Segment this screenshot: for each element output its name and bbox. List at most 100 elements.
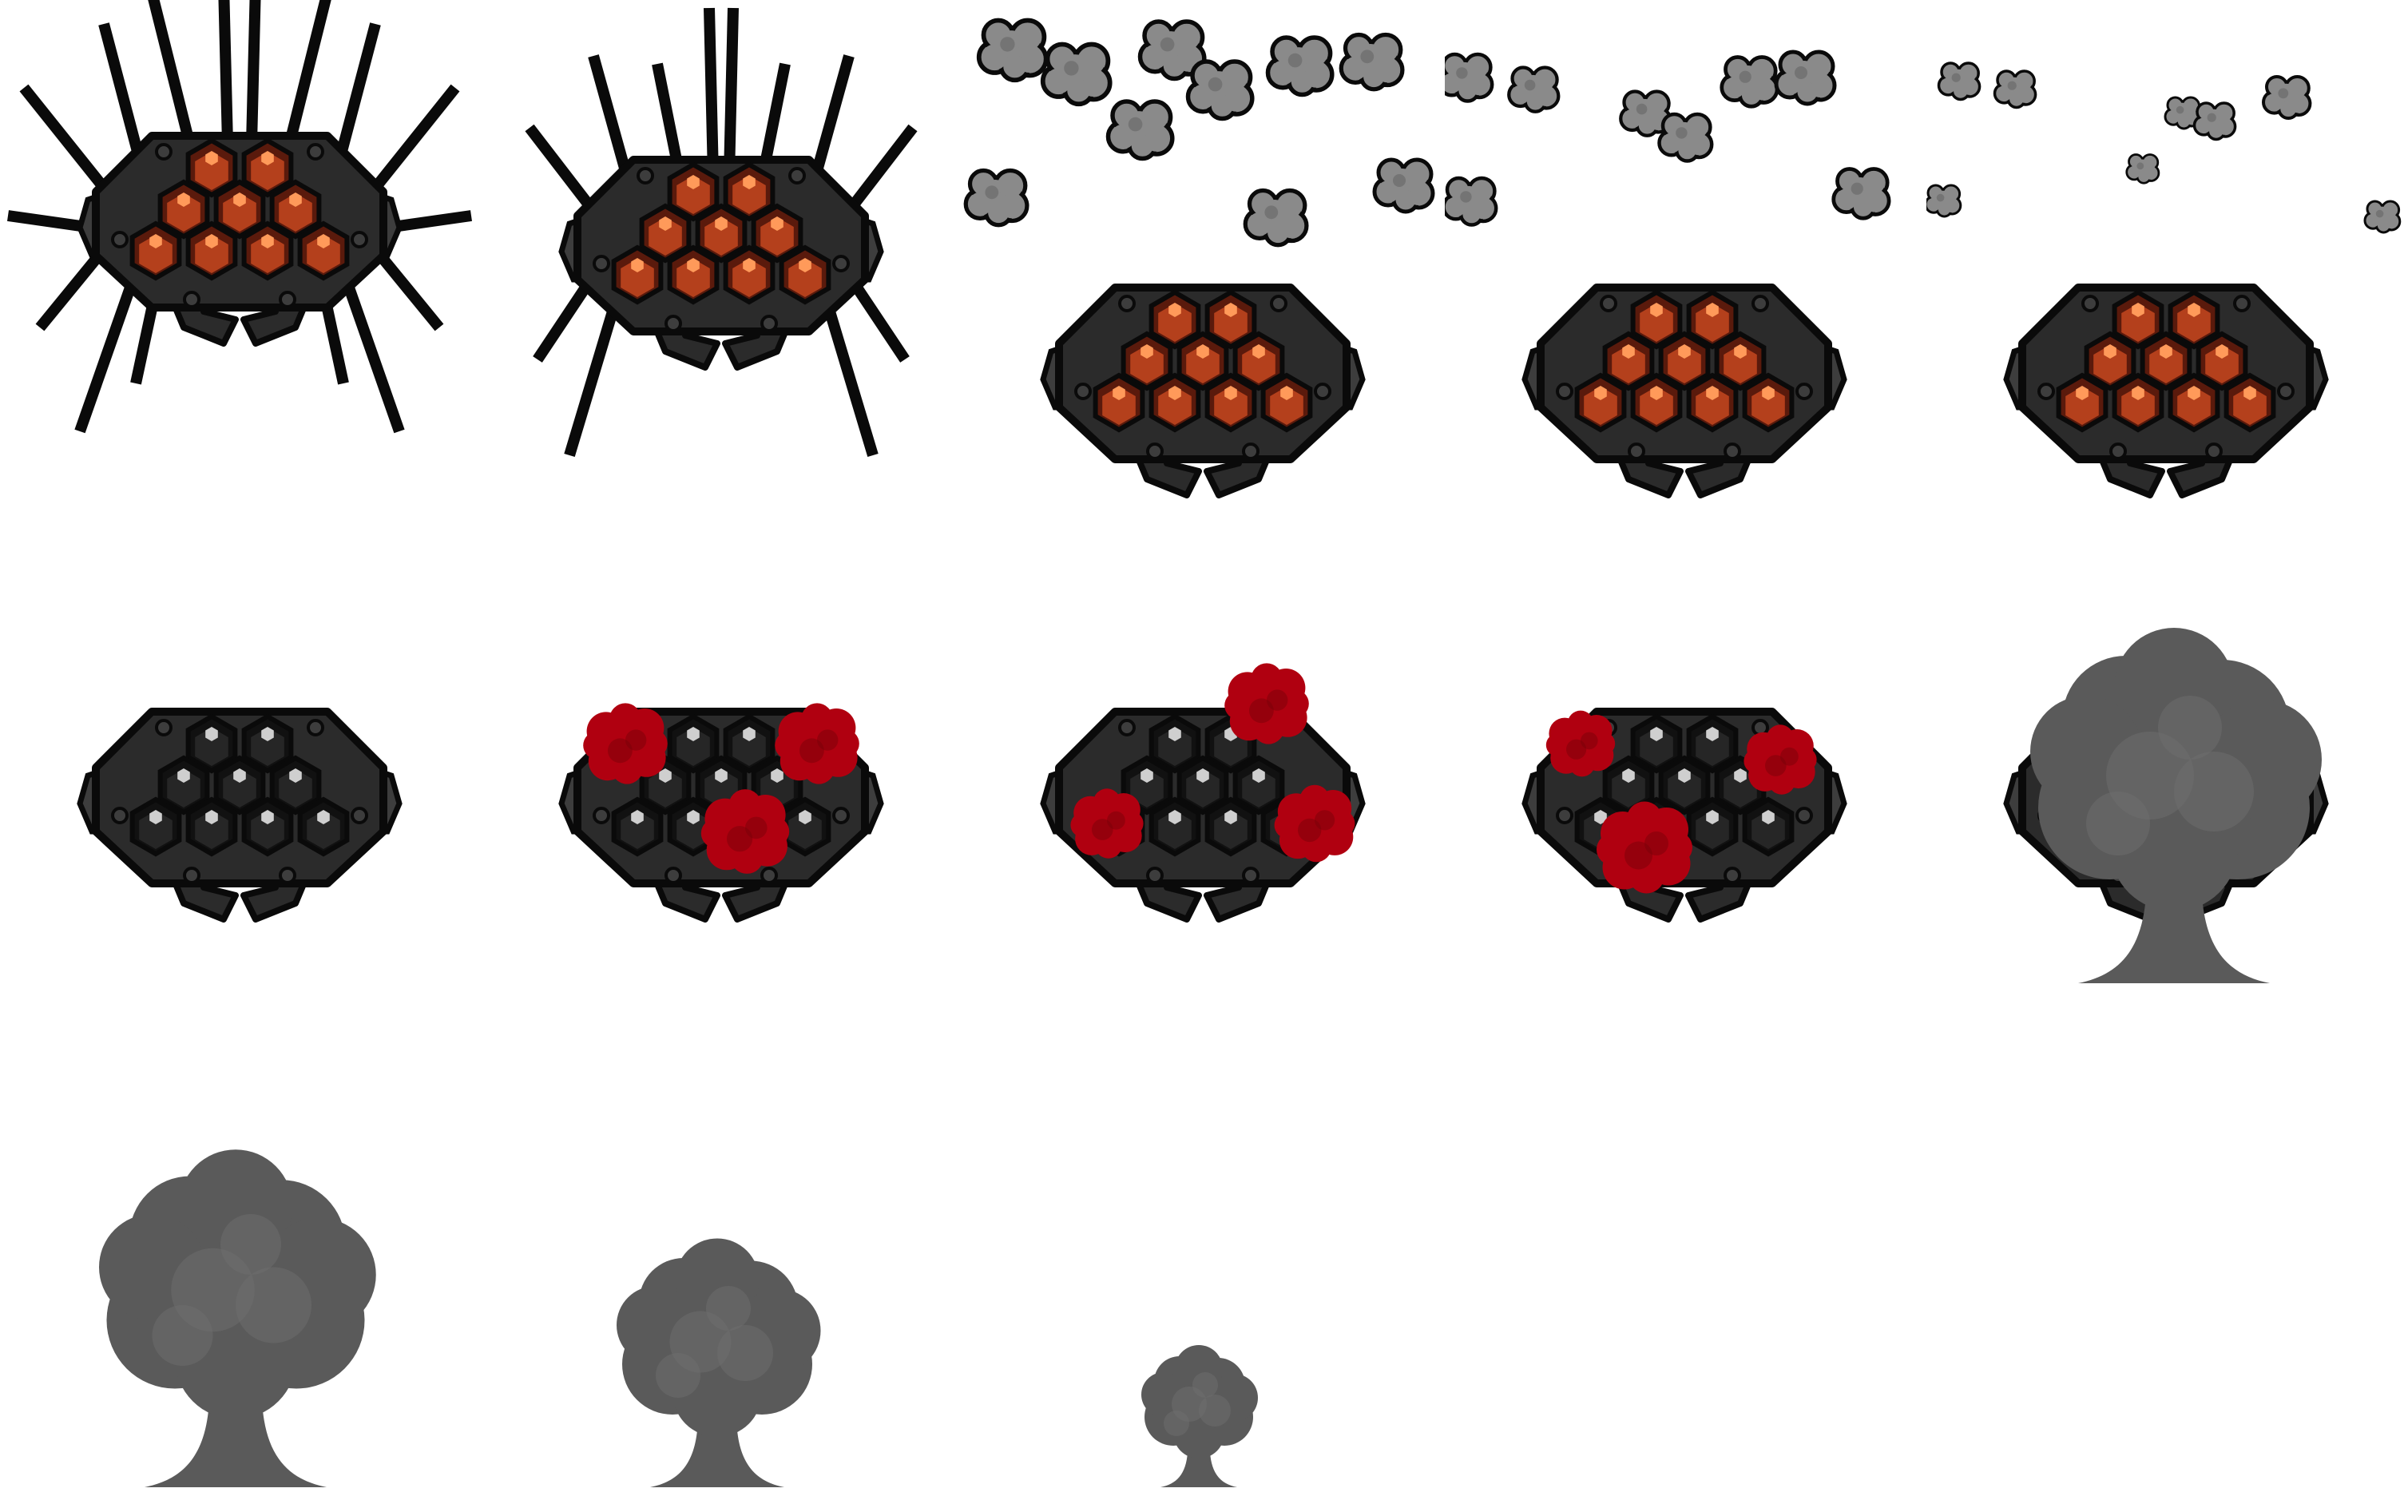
- rivet-5: [1146, 867, 1164, 884]
- blood-splat-1: [1224, 663, 1309, 744]
- frame-7-blood-splats-a: [482, 504, 963, 1008]
- smoke-puff-1: [976, 18, 1049, 83]
- honeycomb-cell-5: [1714, 331, 1767, 391]
- rivet-3: [1074, 383, 1092, 400]
- smoke-puff-7: [1339, 32, 1405, 92]
- honeycomb-cell-4: [695, 203, 748, 264]
- smoke-puff-6: [1774, 50, 1837, 106]
- blood-splat-1: [1545, 710, 1616, 777]
- mine-body: [2003, 284, 2329, 498]
- honeycomb-cell-8: [723, 244, 776, 305]
- honeycomb-cell-4: [2140, 331, 2192, 391]
- rivet-5: [2109, 442, 2127, 460]
- rivet-5: [183, 867, 200, 884]
- rivet-3: [593, 807, 610, 824]
- cloud-stem: [2078, 895, 2270, 983]
- honeycomb-cell-7: [1148, 372, 1201, 433]
- honeycomb-cell-4: [213, 755, 266, 816]
- rivet-4: [1795, 383, 1813, 400]
- rivet-6: [2205, 442, 2223, 460]
- honeycomb-cell-4: [1658, 331, 1711, 391]
- frame-8-blood-splats-b: [963, 504, 1445, 1008]
- honeycomb-cell-2: [723, 713, 776, 774]
- rivet-3: [111, 231, 129, 248]
- honeycomb-cell-6: [1574, 372, 1627, 433]
- cloud-stem: [1160, 1452, 1237, 1487]
- honeycomb-cell-7: [1148, 796, 1201, 857]
- honeycomb-cell-3: [1121, 331, 1173, 391]
- honeycomb-cell-9: [2224, 372, 2276, 433]
- cloud-stem: [145, 1403, 327, 1487]
- rivet-2: [307, 719, 324, 736]
- smoke-puff-7: [1926, 184, 1962, 218]
- smoke-puff-4: [1657, 112, 1714, 163]
- honeycomb-cell-8: [1204, 372, 1257, 433]
- mine-body: [1040, 284, 1366, 498]
- frame-4-smoke-puffs-medium: [1445, 0, 1926, 504]
- spider-leg-11: [564, 293, 623, 458]
- rivet-5: [664, 315, 682, 332]
- honeycomb-cell-1: [1630, 713, 1683, 774]
- honeycomb-cell-2: [241, 713, 294, 774]
- honeycomb-cell-3: [1602, 755, 1655, 816]
- smoke-puff-8: [2363, 200, 2402, 234]
- honeycomb-cell-5: [1232, 331, 1285, 391]
- honeycomb-cell-9: [1742, 372, 1795, 433]
- rivet-2: [1270, 295, 1287, 312]
- explosion-cloud: [98, 1149, 376, 1487]
- honeycomb-cell-1: [185, 137, 238, 198]
- honeycomb-cell-7: [185, 220, 238, 281]
- rivet-6: [279, 867, 296, 884]
- rivet-6: [1724, 442, 1741, 460]
- honeycomb-cell-9: [779, 796, 831, 857]
- smoke-puff-10: [1372, 157, 1435, 214]
- frame-12-cloud-shrinking: [482, 1008, 963, 1512]
- honeycomb-cell-1: [2112, 289, 2164, 350]
- honeycomb-cell-7: [667, 244, 720, 305]
- smoke-puff-6: [1265, 35, 1335, 97]
- rivet-3: [1556, 383, 1573, 400]
- rivet-3: [111, 807, 129, 824]
- explosion-cloud: [2030, 628, 2322, 983]
- honeycomb-cell-6: [129, 796, 182, 857]
- mine-body: [77, 132, 403, 347]
- blood-splats: [583, 703, 859, 874]
- rivet-3: [2037, 383, 2055, 400]
- honeycomb-cell-6: [611, 244, 664, 305]
- frame-5-smoke-puffs-small: [1926, 0, 2408, 504]
- rivet-4: [832, 807, 850, 824]
- honeycomb-cell-5: [751, 203, 803, 264]
- rivet-4: [1795, 807, 1813, 824]
- honeycomb-cell-2: [1686, 713, 1739, 774]
- frame-6-cold-cells: [0, 504, 482, 1008]
- spider-leg-4: [282, 0, 331, 153]
- smoke-puff-3: [1619, 89, 1672, 137]
- spider-leg-12: [819, 293, 879, 458]
- honeycomb-cell-9: [779, 244, 831, 305]
- blood-splat-3: [700, 789, 790, 874]
- blood-splat-2: [1070, 788, 1144, 859]
- frame-9-blood-splats-c: [1445, 504, 1926, 1008]
- spider-leg-14: [338, 269, 405, 434]
- frame-11-cloud-fading: [0, 1008, 482, 1512]
- honeycomb-cell-3: [157, 179, 210, 240]
- honeycomb-cell-8: [1686, 372, 1739, 433]
- cloud-stem: [650, 1426, 784, 1487]
- smoke-puff-7: [1445, 176, 1498, 227]
- frame-3-smoke-puffs-large: [963, 0, 1445, 504]
- honeycomb-cell-8: [241, 796, 294, 857]
- rivet-1: [1118, 295, 1136, 312]
- rivet-5: [664, 867, 682, 884]
- spider-leg-13: [74, 269, 141, 434]
- spider-leg-5: [704, 7, 719, 177]
- smoke-puff-6: [2125, 153, 2160, 185]
- honeycomb-cell-8: [2168, 372, 2220, 433]
- blood-splats: [1070, 663, 1355, 863]
- frame-14-empty: [1445, 1008, 1926, 1512]
- blood-splat-2: [1744, 724, 1817, 795]
- blood-splat-2: [775, 703, 859, 784]
- spider-leg-3: [148, 0, 197, 153]
- spider-leg-6: [724, 7, 739, 177]
- honeycomb-cell-3: [2084, 331, 2136, 391]
